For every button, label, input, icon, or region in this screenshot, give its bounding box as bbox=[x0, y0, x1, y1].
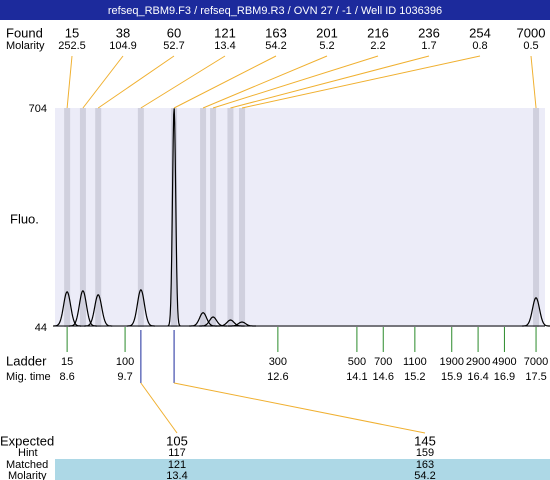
found-size: 216 bbox=[367, 25, 389, 40]
peak-connector bbox=[530, 55, 537, 109]
peak bbox=[126, 289, 155, 327]
mig-time-label: Mig. time bbox=[6, 371, 51, 383]
found-size: 121 bbox=[214, 25, 236, 40]
peak bbox=[228, 321, 256, 327]
plot-area bbox=[55, 108, 545, 327]
found-molarity: 1.7 bbox=[421, 40, 436, 52]
ladder-size: 4900 bbox=[492, 356, 516, 368]
peak-connector bbox=[140, 55, 226, 109]
found-molarity: 0.5 bbox=[523, 40, 538, 52]
peak-stripe bbox=[171, 108, 178, 327]
found-molarity: 252.5 bbox=[58, 40, 86, 52]
peak-connector bbox=[230, 55, 430, 109]
ladder-size: 15 bbox=[61, 356, 73, 368]
peak-connector bbox=[202, 55, 328, 109]
y-label: Fluo. bbox=[10, 211, 39, 226]
found-size: 236 bbox=[418, 25, 440, 40]
peak-stripe bbox=[95, 108, 102, 327]
matched-label: Matched bbox=[6, 459, 48, 471]
y-tick-label: 44 bbox=[35, 322, 47, 334]
peak-stripe bbox=[533, 108, 540, 327]
ladder-mig-time: 16.9 bbox=[494, 371, 515, 383]
found-size: 163 bbox=[265, 25, 287, 40]
ladder-size: 2900 bbox=[466, 356, 490, 368]
ladder-mig-time: 15.2 bbox=[404, 371, 425, 383]
y-tick-label: 704 bbox=[29, 103, 47, 115]
found-molarity: 13.4 bbox=[214, 40, 235, 52]
ladder-mig-time: 12.6 bbox=[267, 371, 288, 383]
peak-stripe bbox=[137, 108, 144, 327]
peak-connector bbox=[173, 55, 277, 109]
ladder-size: 100 bbox=[116, 356, 134, 368]
peak-stripe bbox=[64, 108, 71, 327]
found-size: 7000 bbox=[517, 25, 546, 40]
peak-stripe bbox=[79, 108, 86, 327]
expected-molarity-label: Molarity bbox=[8, 470, 47, 480]
matched-value: 121 bbox=[168, 459, 186, 471]
peak-connector bbox=[97, 55, 175, 109]
peak bbox=[167, 108, 181, 327]
ladder-size: 300 bbox=[269, 356, 287, 368]
peak bbox=[53, 291, 82, 327]
found-molarity: 0.8 bbox=[472, 40, 487, 52]
hint-label: Hint bbox=[18, 447, 38, 459]
peak bbox=[68, 290, 97, 327]
ladder-size: 1900 bbox=[439, 356, 463, 368]
ladder-size: 500 bbox=[348, 356, 366, 368]
ladder-mig-time: 16.4 bbox=[467, 371, 488, 383]
ladder-mig-time: 9.7 bbox=[117, 371, 132, 383]
ladder-size: 7000 bbox=[524, 356, 548, 368]
peak-connector bbox=[212, 55, 379, 109]
match-connector bbox=[173, 382, 426, 434]
expected-molarity: 54.2 bbox=[414, 470, 435, 480]
ladder-mig-time: 14.1 bbox=[346, 371, 367, 383]
found-size: 254 bbox=[469, 25, 491, 40]
peak-stripe bbox=[210, 108, 217, 327]
peak bbox=[522, 297, 550, 327]
ladder-mig-time: 15.9 bbox=[441, 371, 462, 383]
peak-connector bbox=[66, 55, 73, 109]
ladder-label: Ladder bbox=[6, 353, 47, 368]
match-connector bbox=[140, 382, 178, 434]
peak bbox=[84, 294, 113, 327]
found-size: 201 bbox=[316, 25, 338, 40]
ladder-size: 700 bbox=[374, 356, 392, 368]
found-molarity: 104.9 bbox=[109, 40, 137, 52]
peak-connector bbox=[241, 55, 481, 109]
header-bar bbox=[0, 0, 550, 20]
ladder-size: 1100 bbox=[403, 356, 427, 368]
peak-stripe bbox=[200, 108, 207, 327]
peak bbox=[189, 312, 218, 327]
found-size: 15 bbox=[65, 25, 79, 40]
found-size: 60 bbox=[167, 25, 181, 40]
found-molarity: 52.7 bbox=[163, 40, 184, 52]
expected-molarity: 13.4 bbox=[166, 470, 187, 480]
ladder-mig-time: 17.5 bbox=[525, 371, 546, 383]
peak-connector bbox=[82, 55, 124, 109]
hint-value: 159 bbox=[416, 447, 434, 459]
found-size: 38 bbox=[116, 25, 130, 40]
matched-band bbox=[55, 459, 550, 480]
matched-value: 163 bbox=[416, 459, 434, 471]
found-molarity: 54.2 bbox=[265, 40, 286, 52]
expected-value: 105 bbox=[166, 433, 188, 448]
expected-label: Expected bbox=[0, 433, 54, 448]
header-title: refseq_RBM9.F3 / refseq_RBM9.R3 / OVN 27… bbox=[108, 5, 442, 17]
ladder-mig-time: 14.6 bbox=[373, 371, 394, 383]
peak-stripe bbox=[227, 108, 234, 327]
found-label: Found bbox=[6, 25, 43, 40]
peak-stripe bbox=[239, 108, 246, 327]
expected-value: 145 bbox=[414, 433, 436, 448]
molarity-label: Molarity bbox=[6, 40, 45, 52]
ladder-mig-time: 8.6 bbox=[59, 371, 74, 383]
found-molarity: 2.2 bbox=[370, 40, 385, 52]
found-molarity: 5.2 bbox=[319, 40, 334, 52]
hint-value: 117 bbox=[168, 447, 186, 459]
peak bbox=[216, 319, 245, 327]
